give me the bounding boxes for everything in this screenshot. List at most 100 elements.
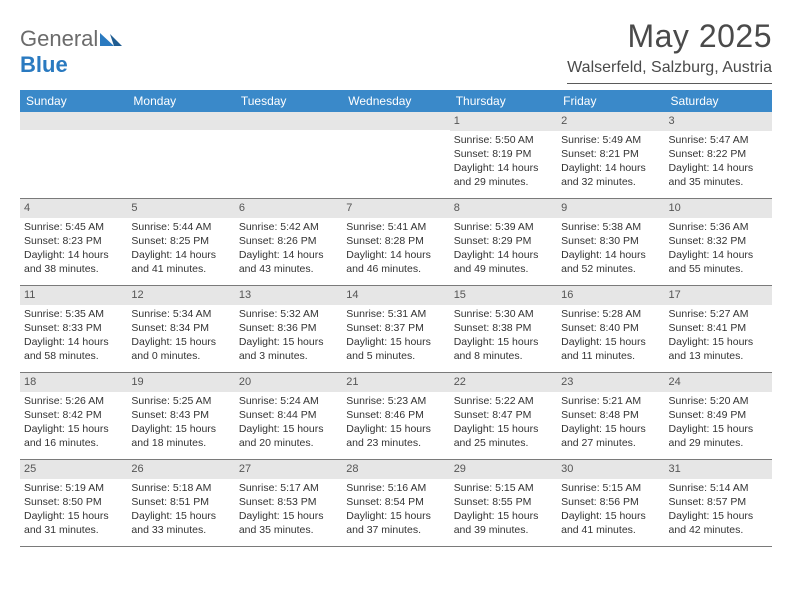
sunset-line: Sunset: 8:41 PM [669,321,768,335]
day-content: Sunrise: 5:17 AMSunset: 8:53 PMDaylight:… [235,479,342,542]
day-number: 1 [450,112,557,131]
day-cell: 17Sunrise: 5:27 AMSunset: 8:41 PMDayligh… [665,286,772,372]
location-label: Walserfeld, Salzburg, Austria [567,59,772,84]
sunset-line: Sunset: 8:54 PM [346,495,445,509]
day-number: 4 [20,199,127,218]
daylight-line: Daylight: 15 hours and 18 minutes. [131,422,230,450]
day-content: Sunrise: 5:47 AMSunset: 8:22 PMDaylight:… [665,131,772,194]
daylight-line: Daylight: 15 hours and 31 minutes. [24,509,123,537]
daylight-line: Daylight: 15 hours and 39 minutes. [454,509,553,537]
day-cell: 10Sunrise: 5:36 AMSunset: 8:32 PMDayligh… [665,199,772,285]
sunrise-line: Sunrise: 5:27 AM [669,307,768,321]
day-cell: 1Sunrise: 5:50 AMSunset: 8:19 PMDaylight… [450,112,557,198]
day-number: 23 [557,373,664,392]
daylight-line: Daylight: 15 hours and 25 minutes. [454,422,553,450]
sunrise-line: Sunrise: 5:18 AM [131,481,230,495]
day-number: 21 [342,373,449,392]
day-content: Sunrise: 5:15 AMSunset: 8:55 PMDaylight:… [450,479,557,542]
day-number: 10 [665,199,772,218]
daylight-line: Daylight: 15 hours and 29 minutes. [669,422,768,450]
day-content: Sunrise: 5:28 AMSunset: 8:40 PMDaylight:… [557,305,664,368]
logo-blue: Blue [20,52,68,77]
weekday-header-row: Sunday Monday Tuesday Wednesday Thursday… [20,90,772,112]
sunrise-line: Sunrise: 5:25 AM [131,394,230,408]
sunrise-line: Sunrise: 5:26 AM [24,394,123,408]
day-cell: 4Sunrise: 5:45 AMSunset: 8:23 PMDaylight… [20,199,127,285]
weekday-header: Friday [557,90,664,112]
weekday-header: Monday [127,90,234,112]
day-cell: 2Sunrise: 5:49 AMSunset: 8:21 PMDaylight… [557,112,664,198]
sunset-line: Sunset: 8:25 PM [131,234,230,248]
calendar-page: GeneralBlue May 2025 Walserfeld, Salzbur… [0,0,792,565]
week-row: 1Sunrise: 5:50 AMSunset: 8:19 PMDaylight… [20,112,772,199]
logo: GeneralBlue [20,18,122,78]
day-number: 8 [450,199,557,218]
month-title: May 2025 [567,18,772,55]
sunset-line: Sunset: 8:49 PM [669,408,768,422]
daylight-line: Daylight: 14 hours and 55 minutes. [669,248,768,276]
day-content: Sunrise: 5:22 AMSunset: 8:47 PMDaylight:… [450,392,557,455]
sunrise-line: Sunrise: 5:17 AM [239,481,338,495]
day-content: Sunrise: 5:42 AMSunset: 8:26 PMDaylight:… [235,218,342,281]
daylight-line: Daylight: 15 hours and 27 minutes. [561,422,660,450]
day-cell: 16Sunrise: 5:28 AMSunset: 8:40 PMDayligh… [557,286,664,372]
day-cell: 26Sunrise: 5:18 AMSunset: 8:51 PMDayligh… [127,460,234,546]
day-number: 13 [235,286,342,305]
day-number: 30 [557,460,664,479]
day-cell: 30Sunrise: 5:15 AMSunset: 8:56 PMDayligh… [557,460,664,546]
day-cell: 6Sunrise: 5:42 AMSunset: 8:26 PMDaylight… [235,199,342,285]
sunset-line: Sunset: 8:33 PM [24,321,123,335]
day-cell: 24Sunrise: 5:20 AMSunset: 8:49 PMDayligh… [665,373,772,459]
day-number: 20 [235,373,342,392]
empty-day-bar [127,112,234,130]
day-cell: 8Sunrise: 5:39 AMSunset: 8:29 PMDaylight… [450,199,557,285]
sunrise-line: Sunrise: 5:16 AM [346,481,445,495]
day-cell: 19Sunrise: 5:25 AMSunset: 8:43 PMDayligh… [127,373,234,459]
day-content: Sunrise: 5:16 AMSunset: 8:54 PMDaylight:… [342,479,449,542]
sunset-line: Sunset: 8:57 PM [669,495,768,509]
sunset-line: Sunset: 8:30 PM [561,234,660,248]
day-content: Sunrise: 5:50 AMSunset: 8:19 PMDaylight:… [450,131,557,194]
sunset-line: Sunset: 8:55 PM [454,495,553,509]
sunset-line: Sunset: 8:28 PM [346,234,445,248]
day-number: 11 [20,286,127,305]
day-number: 16 [557,286,664,305]
sunrise-line: Sunrise: 5:34 AM [131,307,230,321]
sunset-line: Sunset: 8:26 PM [239,234,338,248]
sunset-line: Sunset: 8:36 PM [239,321,338,335]
day-content: Sunrise: 5:32 AMSunset: 8:36 PMDaylight:… [235,305,342,368]
daylight-line: Daylight: 15 hours and 3 minutes. [239,335,338,363]
day-cell: 23Sunrise: 5:21 AMSunset: 8:48 PMDayligh… [557,373,664,459]
day-content: Sunrise: 5:15 AMSunset: 8:56 PMDaylight:… [557,479,664,542]
day-cell: 12Sunrise: 5:34 AMSunset: 8:34 PMDayligh… [127,286,234,372]
day-content: Sunrise: 5:25 AMSunset: 8:43 PMDaylight:… [127,392,234,455]
day-cell: 22Sunrise: 5:22 AMSunset: 8:47 PMDayligh… [450,373,557,459]
daylight-line: Daylight: 15 hours and 33 minutes. [131,509,230,537]
sunset-line: Sunset: 8:38 PM [454,321,553,335]
sunrise-line: Sunrise: 5:15 AM [561,481,660,495]
day-number: 7 [342,199,449,218]
weekday-header: Saturday [665,90,772,112]
day-cell [235,112,342,198]
day-number: 26 [127,460,234,479]
sunset-line: Sunset: 8:56 PM [561,495,660,509]
day-content: Sunrise: 5:21 AMSunset: 8:48 PMDaylight:… [557,392,664,455]
day-cell: 27Sunrise: 5:17 AMSunset: 8:53 PMDayligh… [235,460,342,546]
sunset-line: Sunset: 8:32 PM [669,234,768,248]
logo-text: GeneralBlue [20,26,122,78]
day-content: Sunrise: 5:34 AMSunset: 8:34 PMDaylight:… [127,305,234,368]
day-cell: 29Sunrise: 5:15 AMSunset: 8:55 PMDayligh… [450,460,557,546]
sunrise-line: Sunrise: 5:39 AM [454,220,553,234]
sunset-line: Sunset: 8:37 PM [346,321,445,335]
day-content: Sunrise: 5:27 AMSunset: 8:41 PMDaylight:… [665,305,772,368]
sunrise-line: Sunrise: 5:49 AM [561,133,660,147]
weekday-header: Wednesday [342,90,449,112]
week-row: 18Sunrise: 5:26 AMSunset: 8:42 PMDayligh… [20,373,772,460]
day-content: Sunrise: 5:39 AMSunset: 8:29 PMDaylight:… [450,218,557,281]
day-content: Sunrise: 5:18 AMSunset: 8:51 PMDaylight:… [127,479,234,542]
daylight-line: Daylight: 15 hours and 23 minutes. [346,422,445,450]
sunset-line: Sunset: 8:46 PM [346,408,445,422]
day-number: 14 [342,286,449,305]
sunset-line: Sunset: 8:48 PM [561,408,660,422]
empty-day-bar [20,112,127,130]
